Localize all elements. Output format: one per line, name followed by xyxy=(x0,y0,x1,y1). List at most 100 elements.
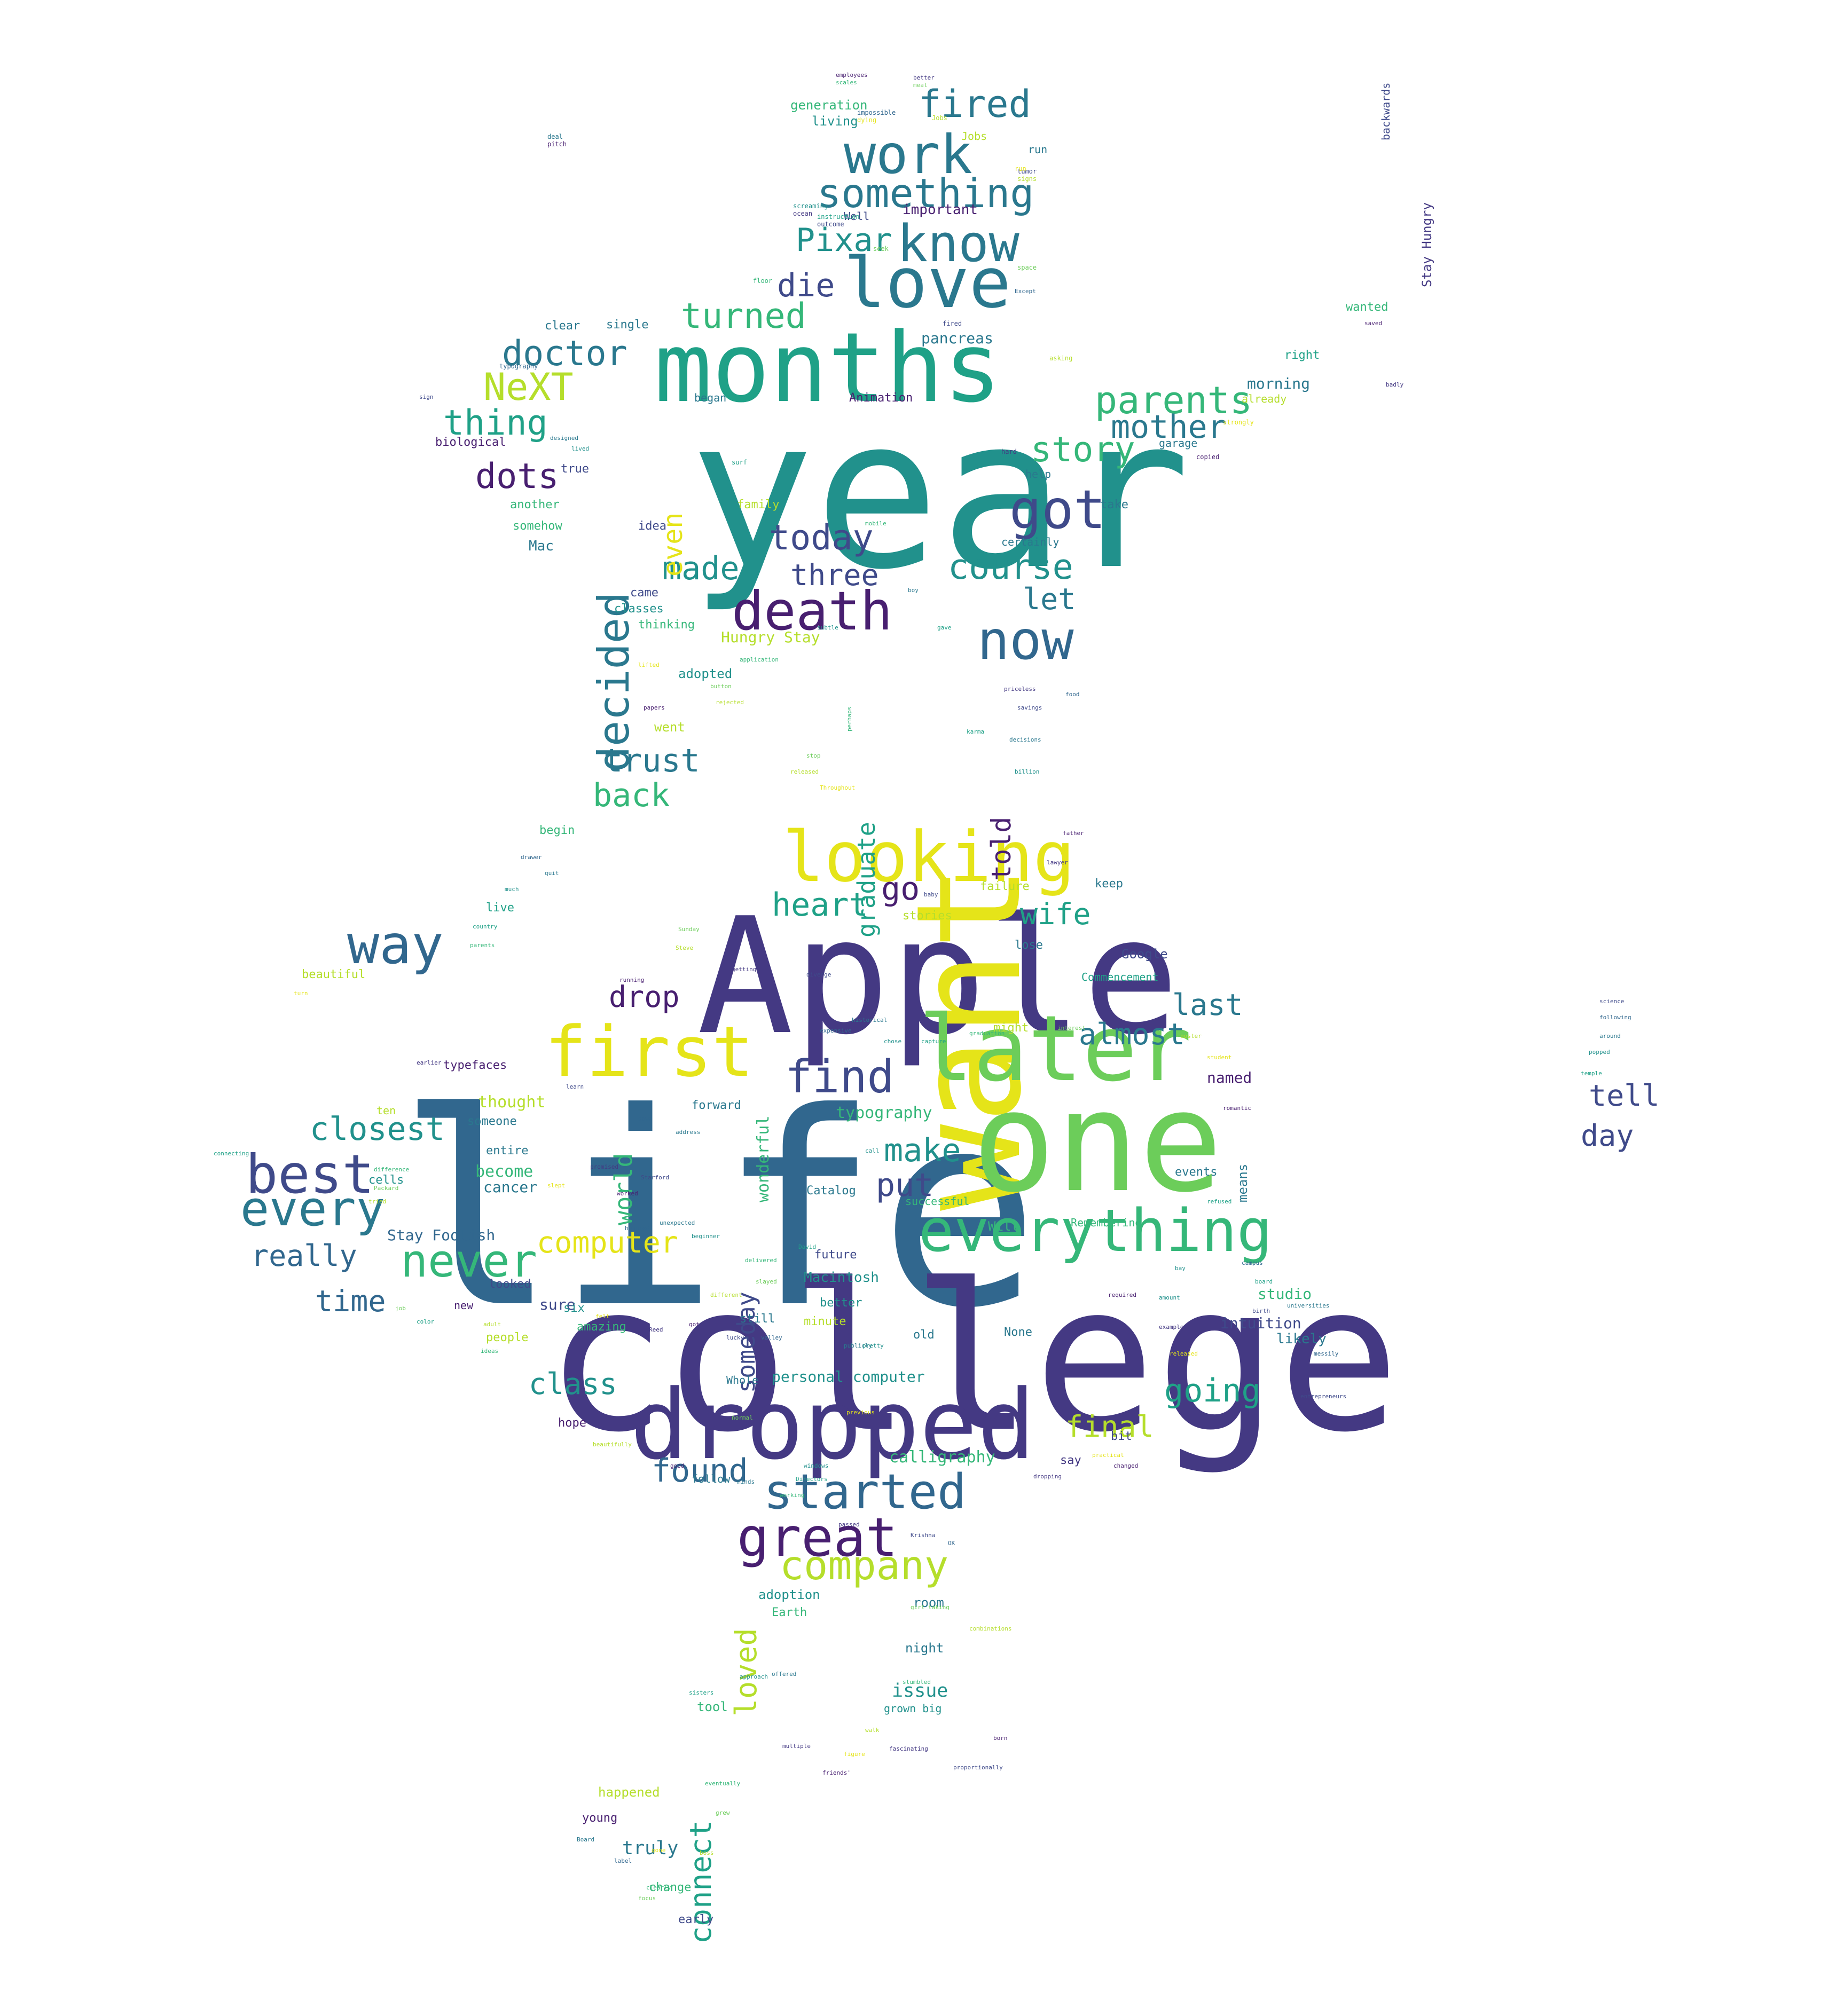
small-word: released xyxy=(1170,1350,1198,1357)
word-every: every xyxy=(240,1181,385,1237)
small-word: normal xyxy=(732,1414,753,1421)
word-right: right xyxy=(1284,349,1320,362)
word-might: might xyxy=(993,1021,1029,1035)
word-personal-computer: personal computer xyxy=(772,1368,925,1385)
small-word: copied xyxy=(1196,453,1220,461)
word-none: None xyxy=(1004,1326,1032,1339)
small-word: delivered xyxy=(745,1257,777,1264)
small-word: entrepreneurs xyxy=(1300,1393,1347,1400)
small-word: meal xyxy=(913,82,928,89)
small-word: Reed xyxy=(649,1326,663,1333)
small-word: boy xyxy=(908,587,919,594)
small-word: valley xyxy=(761,1334,782,1341)
small-word: outcome xyxy=(817,220,844,228)
small-word: better xyxy=(913,74,935,81)
small-word: instruction xyxy=(817,213,860,220)
small-word: working xyxy=(780,1492,805,1499)
small-word: Packard xyxy=(374,1185,399,1192)
word-cancer: cancer xyxy=(483,1178,538,1196)
small-word: bay xyxy=(1175,1265,1186,1272)
small-word: graduation xyxy=(969,1030,1005,1037)
small-word: OK xyxy=(948,1540,955,1547)
word-go: go xyxy=(881,870,920,908)
word-hungry-stay: Hungry Stay xyxy=(721,628,820,646)
small-word: earlier xyxy=(417,1059,442,1066)
word-better: better xyxy=(820,1296,862,1310)
small-word: perhaps xyxy=(846,706,853,731)
small-word: call xyxy=(865,1147,880,1154)
small-word: friends' xyxy=(822,1769,851,1776)
small-word: walk xyxy=(865,1727,880,1734)
word-almost: almost xyxy=(1079,1017,1185,1051)
word-started: started xyxy=(764,1464,967,1520)
word-certainly: certainly xyxy=(1001,536,1060,548)
word-live: live xyxy=(486,901,514,915)
small-word: required xyxy=(1108,1292,1136,1298)
small-word: stop xyxy=(806,752,821,759)
small-word: address xyxy=(676,1129,701,1136)
small-word: good xyxy=(670,1462,685,1469)
small-word: Jobs xyxy=(932,114,947,122)
word-commencement: Commencement xyxy=(1081,971,1159,983)
word-computer: computer xyxy=(537,1225,678,1259)
small-word: papers xyxy=(644,704,665,711)
small-word: Steve xyxy=(676,944,694,951)
word-came: came xyxy=(630,586,658,600)
word-dropped: dropped xyxy=(630,1369,1035,1481)
small-word: capture xyxy=(921,1038,946,1045)
word-happened: happened xyxy=(598,1785,660,1800)
small-word: subtle xyxy=(817,624,838,631)
word-something: something xyxy=(817,170,1034,217)
word-story: story xyxy=(1031,430,1135,470)
small-word: slept xyxy=(547,1182,566,1189)
small-word: Starford xyxy=(641,1174,669,1181)
word-got: got xyxy=(1009,478,1106,541)
word-looked: looked xyxy=(489,1278,531,1291)
word-tool: tool xyxy=(697,1699,728,1714)
word-named: named xyxy=(1207,1069,1252,1086)
small-word: typography xyxy=(499,363,538,370)
small-word: ocean xyxy=(793,210,813,217)
small-word: designed xyxy=(550,435,578,442)
word-last: last xyxy=(1172,988,1243,1022)
word-die: die xyxy=(777,267,835,304)
small-word: fascinating xyxy=(889,1745,928,1752)
small-word: parents xyxy=(470,942,495,949)
word-earth: Earth xyxy=(772,1606,807,1619)
small-word: drawer xyxy=(521,854,542,861)
small-word: girl taking xyxy=(911,1604,950,1611)
small-word: science xyxy=(1599,998,1625,1005)
small-word: combinations xyxy=(969,1625,1012,1632)
word-best: best xyxy=(246,1143,374,1206)
word-biological: biological xyxy=(435,436,506,449)
word-mother: mother xyxy=(1111,408,1227,446)
small-word: diverge xyxy=(806,971,831,978)
small-word: student xyxy=(1207,1054,1232,1061)
small-word: turn xyxy=(294,990,308,997)
word-studio: studio xyxy=(1258,1285,1312,1303)
small-word: universities xyxy=(1287,1302,1330,1309)
word-never: never xyxy=(401,1235,537,1288)
word-class: class xyxy=(529,1367,617,1401)
word-hope: hope xyxy=(558,1416,586,1430)
word-typography: typography xyxy=(836,1104,932,1122)
small-word: worked xyxy=(617,1190,638,1197)
small-word: multiple xyxy=(782,1743,811,1750)
word-wife: wife xyxy=(1020,897,1091,931)
small-word: running xyxy=(619,976,645,983)
word-went: went xyxy=(654,720,685,735)
small-word: karma xyxy=(967,728,985,735)
word-still: still xyxy=(740,1312,775,1326)
word-thing: thing xyxy=(443,403,548,443)
word-today: today xyxy=(769,518,874,558)
small-word: proportionally xyxy=(953,1764,1003,1771)
word-next: NeXT xyxy=(483,365,574,409)
word-young: young xyxy=(582,1812,618,1825)
word-night: night xyxy=(905,1641,944,1656)
small-word: dying xyxy=(857,116,877,124)
small-word: grew xyxy=(716,1809,730,1816)
word-family: family xyxy=(737,498,780,511)
small-word: asking xyxy=(1049,355,1073,362)
small-word: honored xyxy=(625,1225,650,1232)
word-generation: generation xyxy=(790,98,868,113)
